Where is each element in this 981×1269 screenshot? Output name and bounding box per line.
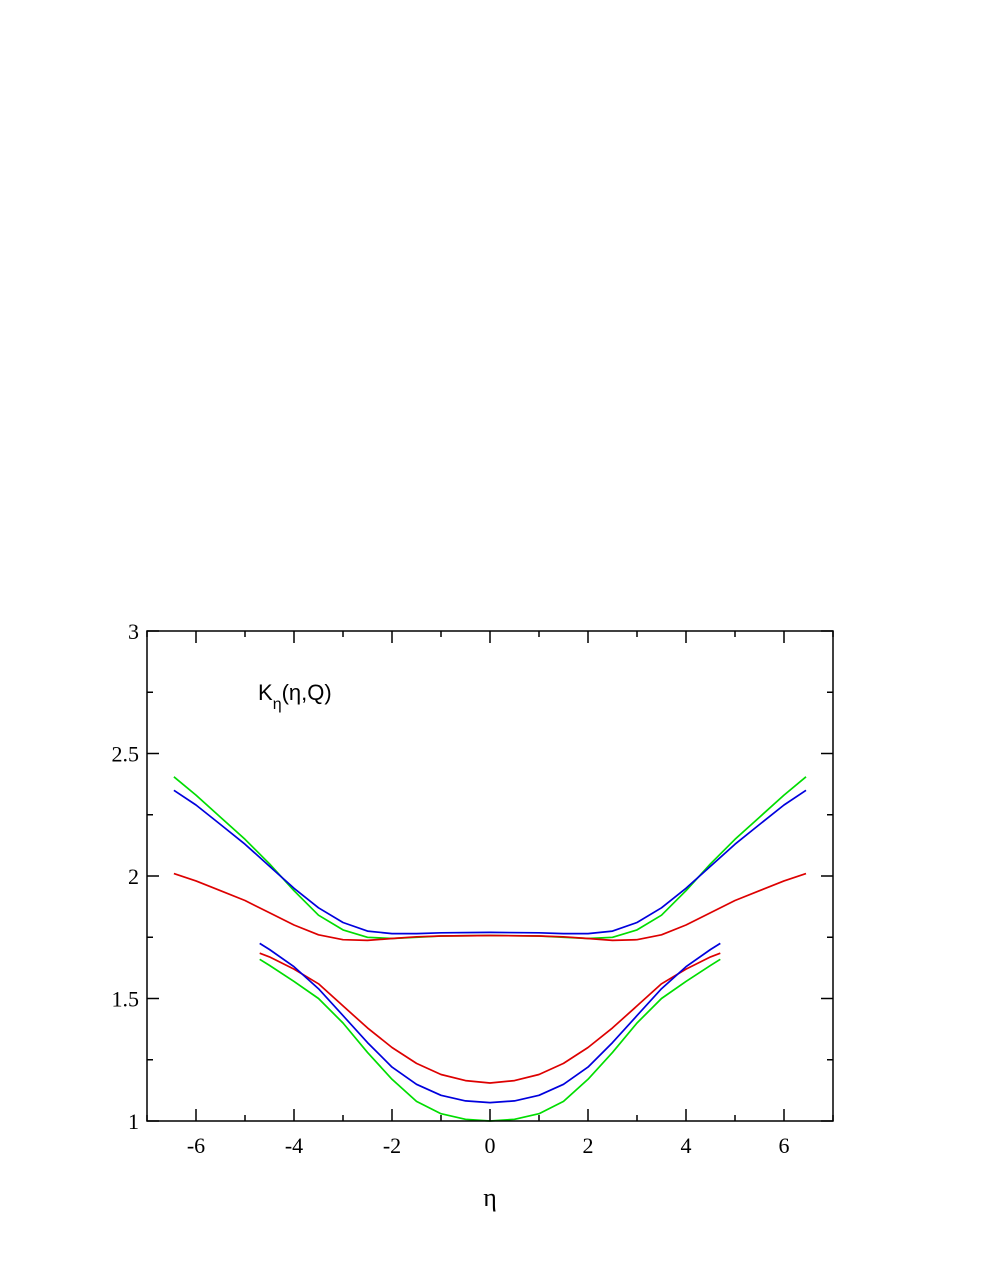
- series-line-4: [259, 952, 721, 1084]
- y-tick-label: 1: [128, 1109, 139, 1134]
- series-line-2: [173, 789, 807, 935]
- x-tick-label: -4: [285, 1133, 303, 1158]
- curve-annotation: Kη(η,Q): [258, 680, 332, 713]
- x-axis-title: η: [483, 1183, 497, 1212]
- tick-labels: -6 -4 -2 0 2 4 6 1 1.5 2 2.5 3: [112, 619, 790, 1158]
- series-line-5: [259, 942, 721, 1104]
- x-tick-label: -6: [187, 1133, 205, 1158]
- x-tick-label: 0: [485, 1133, 496, 1158]
- y-tick-label: 3: [128, 619, 139, 644]
- series-line-6: [259, 958, 721, 1122]
- series-line-3: [173, 872, 807, 942]
- series-line-1: [173, 776, 807, 940]
- ticks-layer: [146, 630, 834, 1122]
- x-tick-label: 4: [681, 1133, 692, 1158]
- series-layer: [173, 776, 807, 1122]
- y-tick-label: 2.5: [112, 742, 140, 767]
- y-tick-label: 2: [128, 864, 139, 889]
- annotation-subscript: η: [273, 696, 282, 713]
- annotation-rest: (η,Q): [282, 680, 332, 705]
- x-tick-label: 2: [583, 1133, 594, 1158]
- plot-frame: [146, 630, 834, 1122]
- x-tick-label: 6: [779, 1133, 790, 1158]
- x-tick-label: -2: [383, 1133, 401, 1158]
- y-tick-label: 1.5: [112, 987, 140, 1012]
- annotation-main: K: [258, 680, 273, 705]
